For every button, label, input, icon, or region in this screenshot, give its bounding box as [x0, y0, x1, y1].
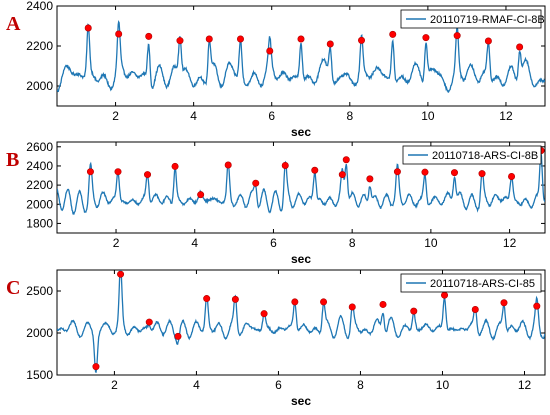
x-tick-label: 12: [503, 236, 517, 250]
peak-marker: [500, 299, 508, 307]
panel-a: 2 4 6 8 10 12 2000 2200 2400 sec A 20110719-RMAF-CI…: [6, 0, 546, 139]
x-tick-label: 8: [346, 109, 353, 123]
peak-marker: [533, 302, 541, 310]
peak-marker: [421, 168, 429, 176]
peak-marker: [508, 172, 516, 180]
panel-label: B: [6, 149, 19, 171]
peak-marker: [203, 295, 211, 303]
peak-marker: [441, 291, 449, 299]
peak-marker: [326, 40, 334, 48]
peak-marker: [348, 303, 356, 311]
series-line: [57, 153, 545, 215]
peak-marker: [174, 332, 182, 340]
y-tick-label: 1500: [26, 368, 53, 382]
peak-marker: [453, 32, 461, 40]
panel-label: A: [6, 13, 21, 35]
peak-marker: [281, 161, 289, 169]
y-tick-label: 2000: [26, 197, 53, 211]
x-tick-label: 4: [191, 236, 198, 250]
peak-marker: [320, 298, 328, 306]
y-tick-label: 2000: [26, 326, 53, 340]
peak-marker: [224, 161, 232, 169]
y-tick-label: 2200: [26, 39, 53, 53]
series-line: [57, 270, 545, 374]
x-axis-label: sec: [291, 252, 311, 266]
series-line: [57, 19, 545, 94]
x-tick-label: 8: [357, 378, 364, 392]
peak-marker: [366, 175, 374, 183]
peak-marker: [393, 168, 401, 176]
panel-b: 2 4 6 8 10 12 1800 2000 2200 2400 2600 sec B 20110718…: [6, 140, 546, 266]
peak-marker: [197, 191, 205, 199]
peak-marker: [311, 166, 319, 174]
peak-marker: [205, 35, 213, 43]
x-tick-label: 4: [190, 109, 197, 123]
peak-marker: [379, 300, 387, 308]
panel-label: C: [6, 277, 20, 299]
peak-marker: [144, 171, 152, 179]
y-tick-label: 2400: [26, 159, 53, 173]
peak-marker: [410, 307, 418, 315]
y-tick-label: 2200: [26, 178, 53, 192]
peak-marker: [422, 34, 430, 42]
legend-box: [400, 273, 542, 293]
legend-box: [400, 9, 542, 29]
peak-marker: [291, 298, 299, 306]
x-tick-label: 2: [112, 109, 119, 123]
peak-marker: [389, 30, 397, 38]
legend-label: 20110719-RMAF-CI-8B: [430, 14, 545, 26]
peak-marker: [297, 35, 305, 43]
y-tick-label: 1800: [26, 216, 53, 230]
legend-label: 20110718-ARS-CI-8B: [432, 150, 538, 162]
peak-marker: [338, 171, 346, 179]
peak-marker: [176, 37, 184, 45]
peak-marker: [92, 363, 100, 371]
peak-marker: [450, 169, 458, 177]
peak-marker: [471, 305, 479, 313]
y-tick-label: 2400: [26, 0, 53, 13]
peak-marker: [342, 156, 350, 164]
peak-marker: [117, 270, 125, 278]
peak-marker: [266, 47, 274, 55]
peak-marker: [114, 168, 122, 176]
peak-marker: [260, 310, 268, 318]
x-tick-label: 10: [424, 236, 438, 250]
peak-marker: [115, 30, 123, 38]
peak-marker: [484, 37, 492, 45]
x-tick-label: 12: [518, 378, 532, 392]
x-tick-label: 6: [275, 378, 282, 392]
x-tick-label: 2: [113, 236, 120, 250]
x-axis-label: sec: [291, 394, 311, 408]
x-tick-label: 8: [349, 236, 356, 250]
peak-marker: [145, 318, 153, 326]
peak-marker: [145, 32, 153, 40]
x-tick-label: 4: [193, 378, 200, 392]
peak-marker: [358, 36, 366, 44]
peak-marker: [84, 24, 92, 32]
x-axis-label: sec: [291, 125, 311, 139]
legend-label: 20110718-ARS-CI-85: [430, 278, 535, 290]
x-tick-label: 12: [499, 109, 513, 123]
peak-marker: [86, 168, 94, 176]
x-tick-label: 10: [436, 378, 450, 392]
x-tick-label: 2: [111, 378, 118, 392]
peak-marker: [478, 170, 486, 178]
peak-marker: [171, 162, 179, 170]
x-tick-label: 6: [268, 109, 275, 123]
panel-c: 2 4 6 8 10 12 1500 2000 2500 sec C 20110718-ARS-CI-…: [6, 269, 546, 408]
peak-marker: [231, 295, 239, 303]
legend-box: [402, 145, 542, 165]
x-tick-label: 10: [421, 109, 435, 123]
y-tick-label: 2000: [26, 79, 53, 93]
y-tick-label: 2500: [26, 284, 53, 298]
peak-marker: [252, 179, 260, 187]
y-tick-label: 2600: [26, 140, 53, 154]
x-tick-label: 6: [270, 236, 277, 250]
peak-marker: [236, 35, 244, 43]
peak-marker: [516, 43, 524, 51]
